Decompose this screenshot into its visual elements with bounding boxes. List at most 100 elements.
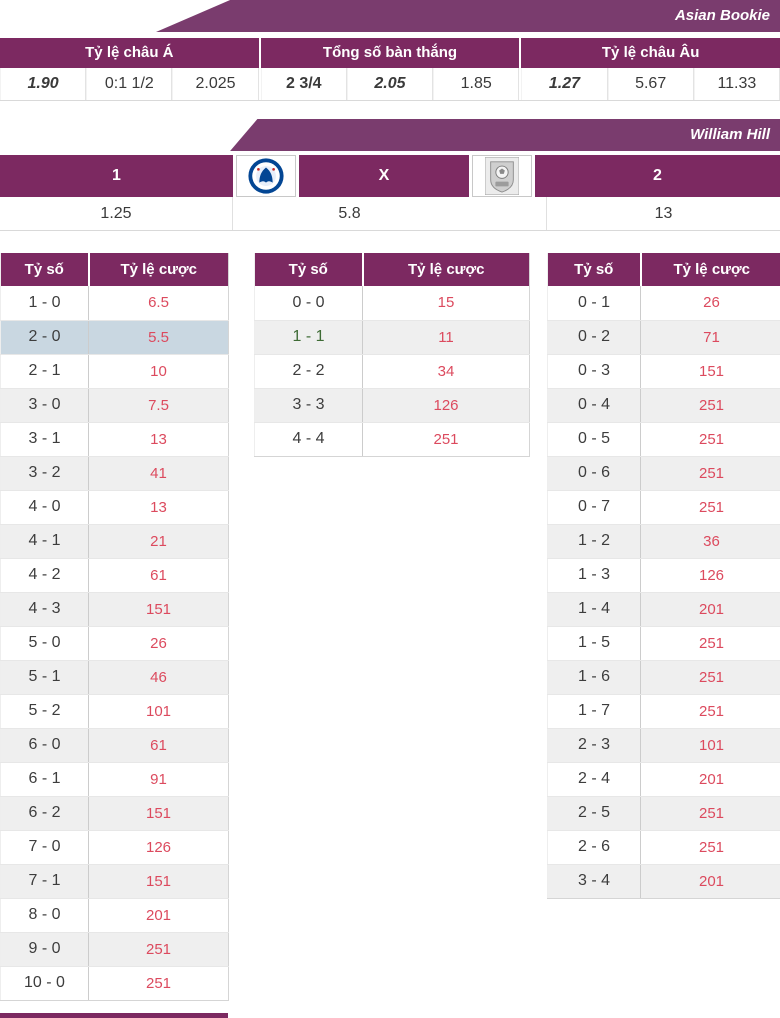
- total-goals-header: Tổng số bàn thắng: [261, 38, 520, 68]
- odds-column-header: Tỷ lệ cược: [641, 253, 780, 286]
- score-cell: 0 - 6: [548, 456, 641, 490]
- odds-cell: 151: [89, 592, 229, 626]
- odds-cell: 201: [641, 592, 780, 626]
- odds-cell: 41: [89, 456, 229, 490]
- score-cell: 2 - 1: [1, 354, 89, 388]
- away-club-crest-icon: [485, 157, 519, 195]
- draw-header: X: [299, 155, 469, 197]
- score-cell: 10 - 0: [1, 966, 89, 1000]
- score-cell: 1 - 6: [548, 660, 641, 694]
- odds-cell: 10: [89, 354, 229, 388]
- odds-cell: 251: [641, 796, 780, 830]
- odds-cell: 26: [89, 626, 229, 660]
- score-cell: 3 - 4: [548, 864, 641, 898]
- score-cell: 4 - 1: [1, 524, 89, 558]
- draw-odds[interactable]: 5.8: [233, 197, 547, 230]
- away-handicap-odds: 2.025: [172, 68, 258, 100]
- odds-cell: 11: [363, 320, 530, 354]
- score-cell: 1 - 3: [548, 558, 641, 592]
- score-cell: 9 - 0: [1, 932, 89, 966]
- total-goals-values: 2 3/4 2.05 1.85: [261, 68, 520, 100]
- away-win-odds[interactable]: 13: [547, 197, 780, 230]
- score-cell: 0 - 7: [548, 490, 641, 524]
- odds-cell: 101: [641, 728, 780, 762]
- asian-bookie-banner-label: Asian Bookie: [675, 7, 770, 24]
- score-cell: 5 - 1: [1, 660, 89, 694]
- odds-cell: 126: [641, 558, 780, 592]
- score-column-header: Tỷ số: [255, 253, 363, 286]
- odds-cell: 126: [89, 830, 229, 864]
- odds-cell: 13: [89, 422, 229, 456]
- handicap-line: 0:1 1/2: [86, 68, 172, 100]
- odds-cell: 46: [89, 660, 229, 694]
- goals-line: 2 3/4: [261, 68, 347, 100]
- odds-cell: 21: [89, 524, 229, 558]
- score-cell: 6 - 2: [1, 796, 89, 830]
- score-cell: 1 - 7: [548, 694, 641, 728]
- home-win-odds[interactable]: 1.25: [0, 197, 233, 230]
- odds-cell: 61: [89, 558, 229, 592]
- william-hill-banner-label: William Hill: [690, 126, 770, 143]
- home-team-logo-cell: [236, 155, 296, 197]
- score-cell: 2 - 4: [548, 762, 641, 796]
- odds-cell: 151: [641, 354, 780, 388]
- over-odds: 2.05: [347, 68, 433, 100]
- score-cell: 7 - 0: [1, 830, 89, 864]
- odds-column-header: Tỷ lệ cược: [89, 253, 229, 286]
- score-cell: 8 - 0: [1, 898, 89, 932]
- score-cell: 3 - 2: [1, 456, 89, 490]
- odds-cell: 201: [89, 898, 229, 932]
- match-result-header-row: 1 X 2: [0, 155, 780, 197]
- score-cell: 1 - 0: [1, 286, 89, 320]
- score-column-header: Tỷ số: [548, 253, 641, 286]
- score-cell: 3 - 3: [255, 388, 363, 422]
- score-cell: 3 - 0: [1, 388, 89, 422]
